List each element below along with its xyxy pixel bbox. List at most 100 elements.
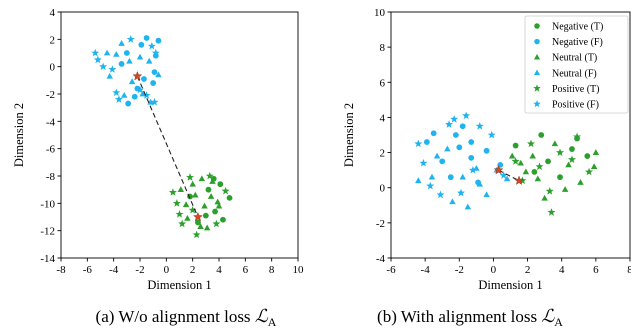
data-point-circle xyxy=(202,212,209,219)
data-point-triangle xyxy=(155,71,162,78)
data-point-circle xyxy=(584,153,591,159)
data-point-triangle xyxy=(590,163,598,170)
x-tick-label: 4 xyxy=(216,264,222,276)
data-point-circle xyxy=(557,174,563,181)
data-point-star xyxy=(99,62,108,71)
data-point-triangle xyxy=(118,40,125,46)
data-point-circle xyxy=(483,147,490,154)
legend-entry: Positive (T) xyxy=(552,84,600,95)
data-point-star xyxy=(93,55,102,64)
figure-caption: (a) W/o alignment loss ℒA xyxy=(96,306,277,329)
data-point-triangle xyxy=(197,223,204,229)
data-point-star xyxy=(475,122,484,130)
data-point-triangle xyxy=(459,173,466,180)
data-area xyxy=(414,111,600,216)
data-point-circle xyxy=(143,35,150,41)
data-point-circle xyxy=(123,50,130,56)
data-point-circle xyxy=(569,146,575,152)
plot-frame xyxy=(390,11,631,259)
series-negative-f xyxy=(118,35,162,107)
data-point-triangle xyxy=(433,152,441,159)
data-point-circle xyxy=(118,61,125,67)
legend: Negative (T) Negative (F) Neutral (T) Neutr… xyxy=(524,15,629,114)
data-point-star xyxy=(175,210,184,218)
data-point-triangle xyxy=(201,202,208,209)
data-point-star xyxy=(450,114,459,123)
x-tick-label: 10 xyxy=(293,264,305,276)
plot-frame xyxy=(60,11,299,259)
data-point-star xyxy=(150,98,159,106)
data-point-circle xyxy=(226,194,233,201)
data-point-triangle xyxy=(561,186,569,192)
data-point-circle xyxy=(423,139,430,145)
data-point-circle xyxy=(205,186,212,193)
data-point-triangle xyxy=(106,72,113,79)
x-tick-label: -2 xyxy=(135,264,144,276)
y-tick-label: 4 xyxy=(380,112,386,124)
legend-entry: Negative (F) xyxy=(552,37,603,48)
data-point-circle xyxy=(195,219,201,226)
y-axis-label: Dimension 2 xyxy=(12,103,26,167)
data-point-circle xyxy=(125,100,132,107)
data-point-triangle xyxy=(103,49,111,56)
data-point-circle xyxy=(212,208,218,215)
data-point-triangle xyxy=(577,179,584,185)
legend-entry: Positive (F) xyxy=(552,100,599,111)
centroid-star xyxy=(132,71,143,81)
data-point-circle xyxy=(468,139,475,145)
data-point-star xyxy=(188,205,197,214)
series-negative-f xyxy=(423,123,504,186)
data-point-circle xyxy=(468,154,475,161)
y-tick-label: -2 xyxy=(376,218,385,230)
data-point-star xyxy=(457,188,465,197)
legend-box xyxy=(524,15,629,114)
data-point-triangle xyxy=(483,191,490,198)
legend-marker xyxy=(533,69,541,76)
data-point-circle xyxy=(452,132,459,138)
centroid-star xyxy=(193,211,203,222)
x-tick-label: -6 xyxy=(386,264,396,276)
y-tick-label: -10 xyxy=(40,198,55,210)
data-point-circle xyxy=(217,181,224,188)
x-tick-label: -2 xyxy=(455,264,464,276)
x-tick-label: 0 xyxy=(491,264,497,276)
data-point-triangle xyxy=(189,180,196,187)
data-point-star xyxy=(221,186,230,195)
x-tick-label: 0 xyxy=(164,264,170,276)
series-neutral-f xyxy=(415,145,511,210)
data-point-circle xyxy=(150,80,157,86)
data-point-triangle xyxy=(203,224,211,231)
data-point-triangle xyxy=(444,145,451,152)
x-tick-label: -6 xyxy=(83,264,93,276)
data-point-circle xyxy=(131,93,138,100)
data-point-star xyxy=(212,219,221,228)
data-point-triangle xyxy=(415,177,422,184)
data-point-circle xyxy=(531,169,538,175)
data-point-circle xyxy=(138,41,145,48)
data-point-triangle xyxy=(177,186,185,193)
series-positive-f xyxy=(414,111,508,199)
data-point-star xyxy=(168,188,177,196)
data-point-triangle xyxy=(565,161,572,168)
y-tick-label: 0 xyxy=(380,183,386,195)
centroid-connector-line xyxy=(136,76,199,218)
data-point-star xyxy=(178,219,187,228)
x-tick-label: 4 xyxy=(559,264,565,276)
x-axis-label: Dimension 1 xyxy=(147,278,211,292)
data-point-star xyxy=(147,41,156,50)
y-tick-label: -12 xyxy=(40,226,55,238)
y-tick-label: 2 xyxy=(380,148,386,160)
data-point-triangle xyxy=(541,194,548,201)
data-point-triangle xyxy=(214,198,221,205)
data-point-star xyxy=(547,208,556,216)
data-point-triangle xyxy=(517,159,524,166)
data-point-circle xyxy=(538,132,545,138)
series-negative-t xyxy=(512,132,591,181)
legend-entry: Neutral (F) xyxy=(552,68,597,79)
series-neutral-t xyxy=(177,175,223,231)
data-point-star xyxy=(499,171,508,179)
data-point-triangle xyxy=(551,140,559,147)
data-point-star xyxy=(142,91,151,99)
series-neutral-t xyxy=(508,140,600,201)
data-point-star xyxy=(545,187,554,195)
